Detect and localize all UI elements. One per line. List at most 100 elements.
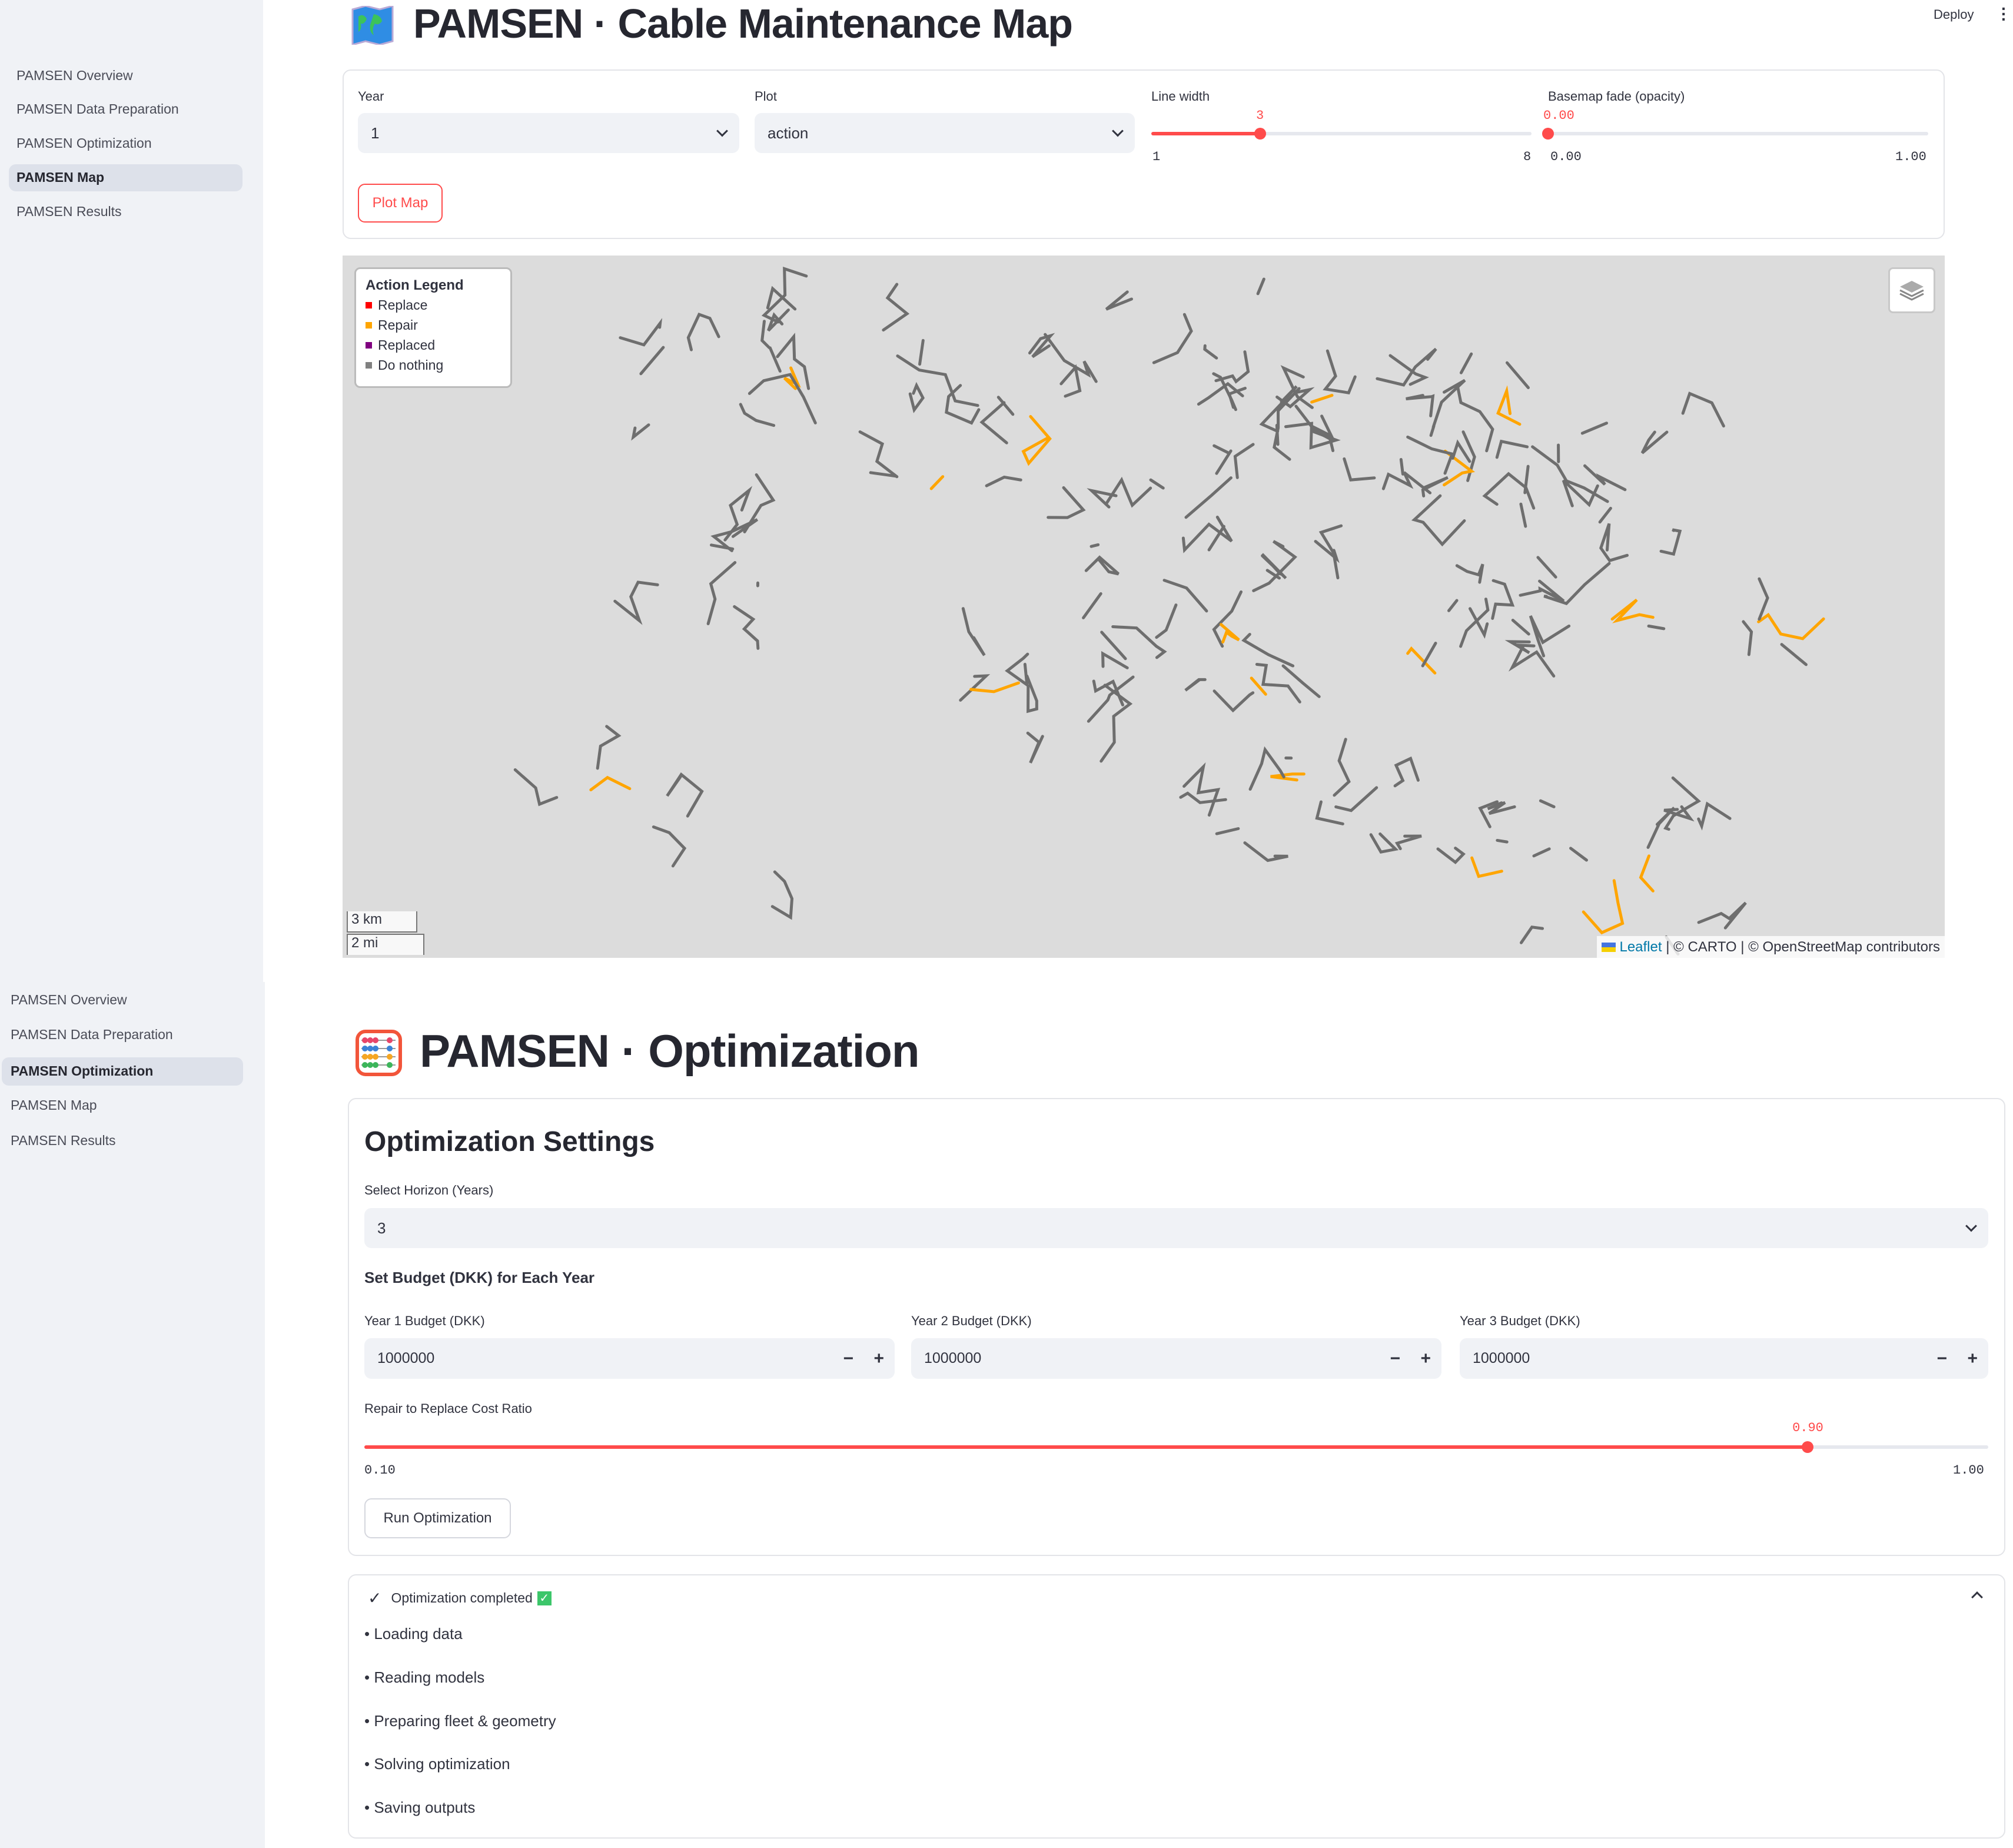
cable-segment-do-nothing[interactable] bbox=[1478, 800, 1499, 828]
year-select[interactable]: 1 bbox=[358, 113, 739, 153]
cable-segment-do-nothing[interactable] bbox=[1243, 841, 1288, 862]
cable-segment-do-nothing[interactable] bbox=[1599, 523, 1629, 563]
cable-segment-do-nothing[interactable] bbox=[959, 674, 991, 702]
cable-segment-do-nothing[interactable] bbox=[1394, 834, 1422, 851]
cable-segment-do-nothing[interactable] bbox=[1333, 738, 1351, 797]
cable-segment-do-nothing[interactable] bbox=[1323, 349, 1357, 394]
cable-segment-do-nothing[interactable] bbox=[1213, 444, 1231, 455]
cable-segment-do-nothing[interactable] bbox=[1179, 791, 1227, 804]
more-menu-icon[interactable]: · · · bbox=[2001, 0, 2007, 28]
cable-segment-do-nothing[interactable] bbox=[1207, 525, 1225, 552]
cable-segment-do-nothing[interactable] bbox=[1318, 524, 1343, 580]
cable-segment-do-nothing[interactable] bbox=[1376, 347, 1437, 387]
cable-segment-do-nothing[interactable] bbox=[869, 471, 897, 478]
cable-segment-do-nothing[interactable] bbox=[1697, 801, 1732, 831]
cable-segment-do-nothing[interactable] bbox=[1421, 641, 1437, 668]
cable-segment-repair[interactable] bbox=[1270, 772, 1306, 782]
cable-segment-do-nothing[interactable] bbox=[1162, 579, 1208, 613]
cable-segment-do-nothing[interactable] bbox=[706, 560, 737, 625]
cable-segment-do-nothing[interactable] bbox=[1406, 435, 1454, 475]
cable-segment-do-nothing[interactable] bbox=[858, 430, 899, 479]
cable-segment-do-nothing[interactable] bbox=[1659, 528, 1682, 556]
cable-segment-do-nothing[interactable] bbox=[882, 283, 910, 332]
cable-segment-do-nothing[interactable] bbox=[1697, 901, 1747, 930]
horizon-select[interactable]: 3 bbox=[364, 1208, 1988, 1248]
cable-segment-do-nothing[interactable] bbox=[1155, 603, 1178, 639]
cable-segment-do-nothing[interactable] bbox=[1005, 652, 1029, 688]
cable-segment-do-nothing[interactable] bbox=[733, 605, 760, 650]
cable-segment-do-nothing[interactable] bbox=[766, 286, 797, 311]
cable-segment-do-nothing[interactable] bbox=[1105, 476, 1152, 508]
sidebar-item-data-preparation[interactable]: PAMSEN Data Preparation bbox=[16, 101, 179, 117]
cable-segment-do-nothing[interactable] bbox=[1388, 354, 1429, 386]
cable-segment-do-nothing[interactable] bbox=[743, 473, 776, 533]
cable-segment-do-nothing[interactable] bbox=[985, 475, 1022, 487]
cable-segment-do-nothing[interactable] bbox=[1089, 543, 1100, 548]
year1-budget-input[interactable]: 1000000 − + bbox=[364, 1338, 895, 1379]
cable-segment-do-nothing[interactable] bbox=[1082, 592, 1102, 619]
cable-segment-do-nothing[interactable] bbox=[1212, 590, 1243, 648]
cable-segment-do-nothing[interactable] bbox=[1495, 439, 1529, 459]
cable-segment-do-nothing[interactable] bbox=[1532, 847, 1551, 858]
cable-segment-do-nothing[interactable] bbox=[1315, 800, 1344, 825]
cable-segment-do-nothing[interactable] bbox=[619, 318, 663, 347]
sidebar-item-data-preparation[interactable]: PAMSEN Data Preparation bbox=[11, 1027, 173, 1042]
cable-segment-do-nothing[interactable] bbox=[1742, 620, 1753, 656]
basemap-fade-slider-thumb[interactable] bbox=[1542, 128, 1554, 140]
cable-segment-do-nothing[interactable] bbox=[1184, 678, 1207, 692]
cable-segment-do-nothing[interactable] bbox=[1252, 540, 1297, 592]
cable-segment-do-nothing[interactable] bbox=[979, 401, 1008, 444]
line-width-slider[interactable] bbox=[1151, 128, 1532, 140]
cable-segment-do-nothing[interactable] bbox=[918, 339, 925, 366]
sidebar-item-overview[interactable]: PAMSEN Overview bbox=[16, 68, 133, 83]
cable-segment-do-nothing[interactable] bbox=[1261, 553, 1287, 579]
cable-segment-do-nothing[interactable] bbox=[1047, 486, 1086, 519]
basemap-fade-slider[interactable] bbox=[1542, 128, 1928, 140]
cable-segment-do-nothing[interactable] bbox=[1026, 731, 1044, 764]
cable-segment-do-nothing[interactable] bbox=[776, 333, 810, 390]
leaflet-link[interactable]: Leaflet bbox=[1619, 938, 1662, 955]
cable-segment-do-nothing[interactable] bbox=[1215, 827, 1240, 835]
cable-segment-do-nothing[interactable] bbox=[1044, 333, 1098, 383]
cable-segment-do-nothing[interactable] bbox=[1059, 364, 1082, 398]
cable-segment-repair[interactable] bbox=[1582, 879, 1625, 935]
cable-segment-do-nothing[interactable] bbox=[1182, 762, 1221, 817]
cable-segment-do-nothing[interactable] bbox=[1663, 776, 1701, 831]
cable-segment-do-nothing[interactable] bbox=[1099, 684, 1133, 763]
cable-segment-do-nothing[interactable] bbox=[1181, 515, 1233, 553]
ratio-slider[interactable] bbox=[364, 1441, 1988, 1453]
cable-segment-do-nothing[interactable] bbox=[1393, 756, 1420, 788]
cable-segment-do-nothing[interactable] bbox=[1241, 632, 1295, 668]
cable-segment-do-nothing[interactable] bbox=[1248, 746, 1285, 791]
cable-segment-do-nothing[interactable] bbox=[1314, 540, 1340, 563]
cable-segment-do-nothing[interactable] bbox=[639, 346, 665, 376]
line-width-slider-thumb[interactable] bbox=[1254, 128, 1266, 140]
cable-segment-do-nothing[interactable] bbox=[1646, 807, 1676, 849]
cable-segment-do-nothing[interactable] bbox=[1255, 662, 1301, 704]
cable-segment-repair[interactable] bbox=[1021, 415, 1052, 466]
cable-segment-do-nothing[interactable] bbox=[767, 308, 790, 332]
cable-segment-do-nothing[interactable] bbox=[1647, 624, 1666, 631]
cable-segment-do-nothing[interactable] bbox=[513, 768, 559, 807]
cable-segment-do-nothing[interactable] bbox=[1562, 479, 1599, 507]
cable-segment-repair[interactable] bbox=[589, 775, 632, 792]
cable-segment-do-nothing[interactable] bbox=[1281, 664, 1321, 698]
cable-segment-do-nothing[interactable] bbox=[1369, 832, 1399, 854]
cable-segment-do-nothing[interactable] bbox=[1028, 333, 1055, 359]
cable-segment-repair[interactable] bbox=[929, 475, 945, 490]
cable-segment-do-nothing[interactable] bbox=[1487, 801, 1516, 815]
cable-segment-do-nothing[interactable] bbox=[1519, 502, 1527, 528]
cable-segment-repair[interactable] bbox=[1496, 385, 1522, 426]
cable-segment-do-nothing[interactable] bbox=[1598, 506, 1612, 524]
plot-map-button[interactable]: Plot Map bbox=[358, 184, 443, 223]
cable-segment-do-nothing[interactable] bbox=[1203, 344, 1218, 360]
cable-segment-do-nothing[interactable] bbox=[686, 313, 720, 351]
cable-segment-do-nothing[interactable] bbox=[1309, 414, 1335, 440]
cable-segment-repair[interactable] bbox=[1220, 623, 1240, 644]
increment-button[interactable]: + bbox=[1420, 1348, 1431, 1368]
cable-segment-repair[interactable] bbox=[969, 681, 1020, 694]
cable-segment-do-nothing[interactable] bbox=[1519, 925, 1544, 944]
cable-segment-do-nothing[interactable] bbox=[1447, 599, 1459, 612]
cable-segment-do-nothing[interactable] bbox=[961, 607, 986, 656]
cable-segment-do-nothing[interactable] bbox=[1482, 472, 1536, 510]
